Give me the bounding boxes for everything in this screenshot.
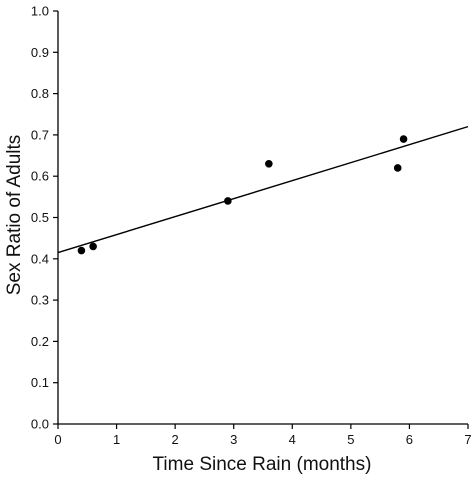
y-tick-label: 0.6: [31, 169, 49, 184]
x-tick-label: 7: [464, 432, 471, 447]
y-tick-label: 0.7: [31, 127, 49, 142]
data-point: [77, 246, 86, 255]
x-tick-label: 3: [230, 432, 237, 447]
data-point: [224, 197, 232, 205]
trend-line-group: [57, 125, 469, 254]
data-point: [89, 242, 97, 251]
y-axis-label: Sex Ratio of Adults: [4, 135, 25, 296]
x-axis-label: Time Since Rain (months): [153, 454, 372, 475]
x-tick-label: 1: [113, 432, 120, 447]
x-axis: 0 1 2 3 4 5 6 7: [54, 423, 472, 447]
x-tick-label: 5: [347, 432, 354, 447]
data-point: [265, 160, 273, 168]
y-tick-label: 1.0: [31, 4, 49, 19]
x-tick-label: 2: [172, 432, 179, 447]
y-tick-label: 0.8: [31, 86, 49, 101]
y-tick-label: 0.2: [31, 334, 49, 349]
trend-line: [57, 125, 469, 254]
y-tick-label: 0.3: [31, 293, 49, 308]
y-tick-label: 0.0: [31, 417, 49, 432]
y-tick-label: 0.9: [31, 45, 49, 60]
x-tick-label: 4: [289, 432, 296, 447]
data-points: [77, 135, 408, 255]
y-tick-label: 0.5: [31, 210, 49, 225]
y-tick-label: 0.1: [31, 375, 49, 390]
data-point: [393, 164, 402, 172]
y-tick-label: 0.4: [31, 251, 49, 266]
y-axis: 0.0 0.1 0.2 0.3 0.4 0.5 0.6 0.7 0.8 0.9 1.0: [31, 4, 59, 432]
x-tick-label: 0: [54, 432, 61, 447]
x-tick-label: 6: [406, 432, 413, 447]
data-point: [399, 135, 408, 143]
